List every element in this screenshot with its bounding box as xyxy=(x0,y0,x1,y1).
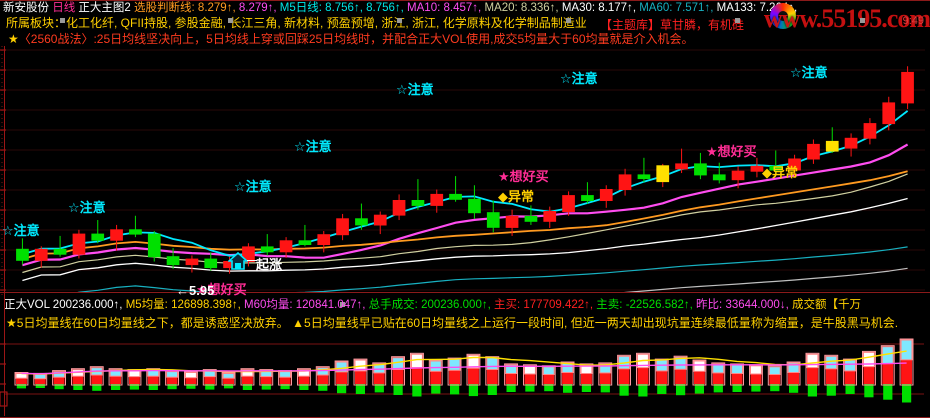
volume-indicator-title[interactable]: 正大VOL xyxy=(4,299,50,311)
sel-line-label: 选股判断线: xyxy=(134,2,195,14)
drag-handle[interactable] xyxy=(60,18,65,23)
chart-annotation: ◆异常 xyxy=(498,189,534,204)
ma30-value: 8.177↑ xyxy=(598,2,633,14)
price-axis-ticks xyxy=(0,46,6,296)
ma133-label: MA133: xyxy=(716,2,757,14)
vol-m60-label: M60均量: xyxy=(243,299,293,311)
theme-items[interactable]: 草甘膦，有机硅 xyxy=(660,18,745,32)
drag-handle[interactable] xyxy=(860,18,865,23)
sector-label: 所属板块： xyxy=(6,16,67,30)
chart-annotation: ←5.95 xyxy=(176,283,215,298)
volume-tip-text-2: 5日均量线早已贴在60日均量线之上运行一段时间, 但近一两天却出现坑量连续最低量… xyxy=(304,316,899,330)
volume-chart-svg[interactable] xyxy=(4,332,924,414)
ma30-label: MA30: xyxy=(561,2,596,14)
volume-tip-text-1: 5日均量线在60日均量线之下，都是诱惑坚决放弃。 xyxy=(16,316,289,330)
sector-row: 所属板块：化工化纤, QFII持股, 参股金融, 长江三角, 新材料, 预盈预增… xyxy=(0,16,930,30)
sel-line-value-1: 8.279↑ xyxy=(197,2,233,14)
left-frame-line xyxy=(4,46,5,416)
vol-m60-value: 120841.047↑, xyxy=(295,299,366,311)
top-frame-line xyxy=(0,0,930,1)
chart-annotation: ☆注意 xyxy=(68,200,106,215)
chart-annotation: ☆注意 xyxy=(2,223,40,238)
ma60-value: 7.571↑ xyxy=(675,2,711,14)
strategy-tip-row: ★〈2560战法〉:25日均线坚决向上，5日均线上穿或回踩25日均线时，并配合正… xyxy=(0,32,930,46)
chart-annotation: ◆异常 xyxy=(762,165,798,180)
chart-annotation: ☆注意 xyxy=(234,179,272,194)
drag-handle[interactable] xyxy=(228,18,233,23)
leader-line xyxy=(247,260,257,261)
chart-annotation: ★想好买 xyxy=(706,144,757,159)
logo-swirl-icon xyxy=(770,3,796,29)
watermark-time: 9:49 xyxy=(902,15,924,27)
watermark-url: www.55195.com xyxy=(763,4,930,33)
sel-line-value-2: 8.279↑ xyxy=(238,2,274,14)
triangle-icon: ▲ xyxy=(292,316,305,330)
chart-annotation: ☆注意 xyxy=(396,82,434,97)
prev-compare-label: 昨比: xyxy=(696,299,723,311)
ma20-label: MA20: xyxy=(484,2,518,14)
price-chart-pane[interactable] xyxy=(4,48,925,292)
sector-items[interactable]: 化工化纤, QFII持股, 参股金融, 长江三角, 新材料, 预盈预增, 浙江,… xyxy=(66,16,587,30)
chart-annotation: ★想好买 xyxy=(196,282,247,297)
volume-tip-row: ★5日均量线在60日均量线之下，都是诱惑坚决放弃。 ▲5日均量线早已贴在60日均… xyxy=(6,314,930,331)
volume-axis-ticks xyxy=(0,343,8,407)
main-sell-value: -22526.582↑, xyxy=(625,299,693,311)
main-buy-label: 主买: xyxy=(493,299,521,311)
volume-value: 200236.000↑, xyxy=(52,299,123,311)
drag-handle[interactable] xyxy=(566,18,571,23)
chart-annotation: ☆注意 xyxy=(294,139,332,154)
quote-header-row: 新安股份 日线 正大主图2 选股判断线: 8.279↑, 8.279↑, M5日… xyxy=(3,2,798,14)
ma10-label: MA10: xyxy=(407,2,441,14)
drag-handle[interactable] xyxy=(735,18,740,23)
pane-separator xyxy=(0,292,930,293)
m5-value-1: 8.756↑ xyxy=(325,2,360,14)
total-volume-label: 总手成交: xyxy=(368,299,418,311)
ma20-value: 8.336↑ xyxy=(520,2,556,14)
vol-m5-label: M5均量: xyxy=(125,299,168,311)
prev-compare-value: 33644.000↓, xyxy=(725,299,789,311)
volume-chart-pane[interactable] xyxy=(4,332,924,414)
theme-label: 【主题库】 xyxy=(600,18,661,32)
amount-label: 成交额【千万 xyxy=(791,299,861,311)
volume-header-row: 正大VOL 200236.000↑, M5均量: 126898.398↑, M6… xyxy=(4,296,930,312)
chart-annotation: ☆注意 xyxy=(790,65,828,80)
strategy-tip-text: 〈2560战法〉:25日均线坚决向上，5日均线上穿或回踩25日均线时，并配合正大… xyxy=(18,32,694,46)
drag-handle[interactable] xyxy=(397,18,402,23)
chart-annotation: ☆注意 xyxy=(560,71,598,86)
period-label[interactable]: 日线 xyxy=(52,2,76,14)
main-sell-label: 主卖: xyxy=(596,299,623,311)
main-buy-value: 177709.422↑, xyxy=(523,299,594,311)
m5-label: M5日线: xyxy=(279,2,322,14)
star-icon: ★ xyxy=(8,32,19,46)
chart-annotation: ★想好买 xyxy=(498,169,549,184)
theme-row: 【主题库】草甘膦，有机硅 xyxy=(600,16,744,33)
chart-annotation: 起涨 xyxy=(256,257,283,272)
indicator-title[interactable]: 正大主图2 xyxy=(78,2,131,14)
ma60-label: MA60: xyxy=(639,2,673,14)
vol-m5-value: 126898.398↑, xyxy=(171,299,241,311)
house-icon xyxy=(228,252,248,270)
ma10-value: 8.457↑ xyxy=(443,2,479,14)
stock-name[interactable]: 新安股份 xyxy=(3,2,49,14)
total-volume-value: 200236.000↑, xyxy=(421,299,491,311)
star-icon: ★ xyxy=(6,316,17,330)
m5-value-2: 8.756↑ xyxy=(366,2,401,14)
drag-handle[interactable] xyxy=(340,302,345,307)
price-chart-svg[interactable] xyxy=(5,48,925,292)
